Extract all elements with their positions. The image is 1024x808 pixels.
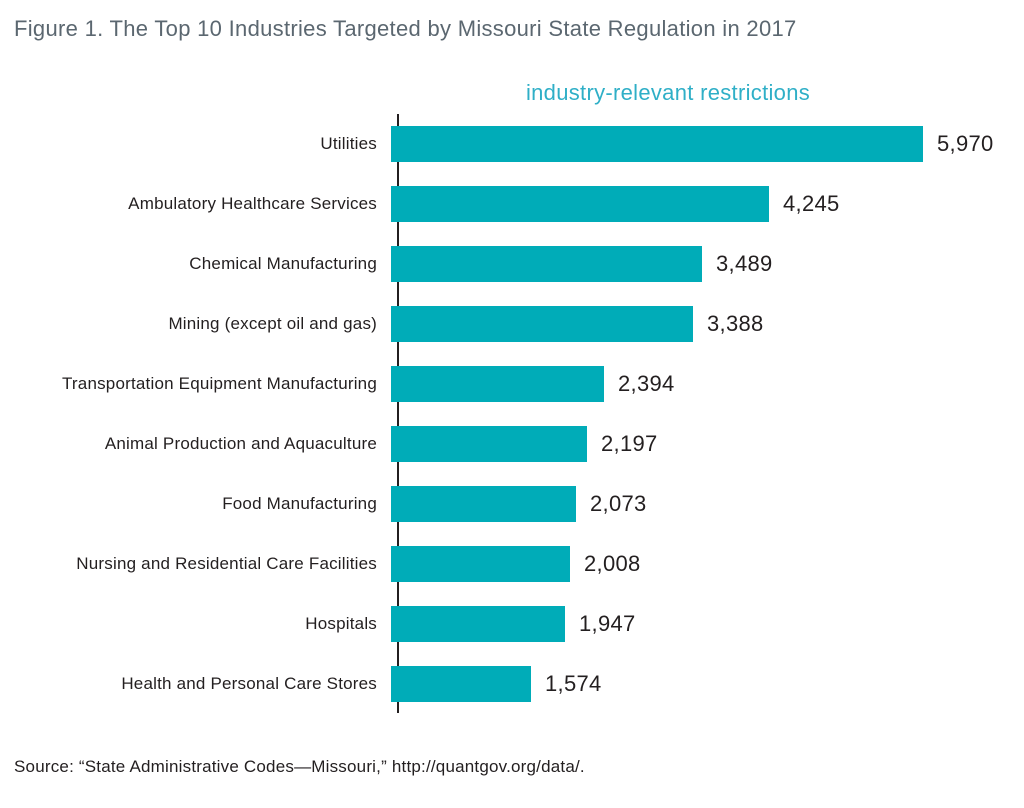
y-axis-line xyxy=(397,114,399,713)
value-label: 4,245 xyxy=(783,191,840,216)
chart-row: Health and Personal Care Stores 1,574 xyxy=(0,654,1024,714)
bar xyxy=(391,306,693,342)
bar xyxy=(391,366,604,402)
bar-track: 2,008 xyxy=(388,546,1024,582)
bar-track: 3,388 xyxy=(388,306,1024,342)
bar xyxy=(391,186,769,222)
bar-chart: Utilities 5,970 Ambulatory Healthcare Serv… xyxy=(0,114,1024,714)
chart-row: Animal Production and Aquaculture 2,197 xyxy=(0,414,1024,474)
value-label: 2,197 xyxy=(601,431,658,456)
value-label: 3,388 xyxy=(707,311,764,336)
bar xyxy=(391,546,570,582)
category-label: Hospitals xyxy=(305,614,377,634)
category-label: Nursing and Residential Care Facilities xyxy=(76,554,377,574)
chart-row: Utilities 5,970 xyxy=(0,114,1024,174)
category-label: Health and Personal Care Stores xyxy=(121,674,377,694)
value-label: 2,394 xyxy=(618,371,675,396)
category-label: Food Manufacturing xyxy=(222,494,377,514)
value-label: 3,489 xyxy=(716,251,773,276)
value-label: 5,970 xyxy=(937,131,994,156)
bar-track: 2,073 xyxy=(388,486,1024,522)
chart-row: Mining (except oil and gas) 3,388 xyxy=(0,294,1024,354)
figure-title: Figure 1. The Top 10 Industries Targeted… xyxy=(14,16,797,41)
category-label: Chemical Manufacturing xyxy=(189,254,377,274)
value-label: 2,008 xyxy=(584,551,641,576)
category-label: Mining (except oil and gas) xyxy=(168,314,377,334)
bar-track: 3,489 xyxy=(388,246,1024,282)
bar xyxy=(391,666,531,702)
bar-track: 1,947 xyxy=(388,606,1024,642)
chart-row: Nursing and Residential Care Facilities 2… xyxy=(0,534,1024,594)
bar xyxy=(391,126,923,162)
category-label: Animal Production and Aquaculture xyxy=(104,434,377,454)
bar xyxy=(391,606,565,642)
category-label: Utilities xyxy=(320,134,377,154)
value-label: 1,574 xyxy=(545,671,602,696)
value-label: 1,947 xyxy=(579,611,636,636)
source-note: Source: “State Administrative Codes—Miss… xyxy=(14,757,585,776)
category-label: Ambulatory Healthcare Services xyxy=(128,194,377,214)
bar xyxy=(391,426,587,462)
bar-track: 4,245 xyxy=(388,186,1024,222)
chart-subtitle: industry-relevant restrictions xyxy=(525,80,811,105)
bar xyxy=(391,246,702,282)
bar-track: 1,574 xyxy=(388,666,1024,702)
chart-row: Hospitals 1,947 xyxy=(0,594,1024,654)
bar xyxy=(391,486,576,522)
chart-row: Ambulatory Healthcare Services 4,245 xyxy=(0,174,1024,234)
category-label: Transportation Equipment Manufacturing xyxy=(61,374,377,394)
bar-track: 5,970 xyxy=(388,126,1024,162)
chart-row: Chemical Manufacturing 3,489 xyxy=(0,234,1024,294)
bar-track: 2,197 xyxy=(388,426,1024,462)
bar-track: 2,394 xyxy=(388,366,1024,402)
value-label: 2,073 xyxy=(590,491,647,516)
chart-row: Food Manufacturing 2,073 xyxy=(0,474,1024,534)
chart-row: Transportation Equipment Manufacturing 2,… xyxy=(0,354,1024,414)
